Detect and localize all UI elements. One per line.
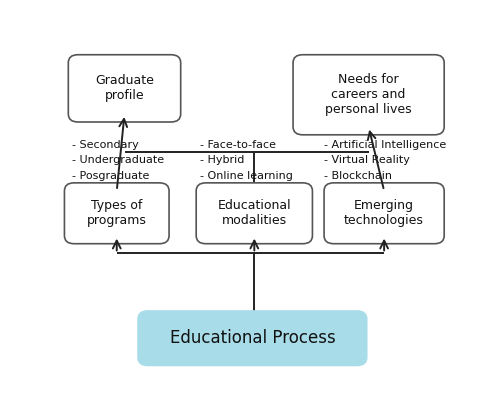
FancyBboxPatch shape — [196, 183, 312, 244]
FancyBboxPatch shape — [64, 183, 169, 244]
Text: Needs for
careers and
personal lives: Needs for careers and personal lives — [326, 73, 412, 116]
Text: Types of
programs: Types of programs — [87, 199, 146, 227]
FancyBboxPatch shape — [293, 55, 444, 135]
Text: Emerging
technologies: Emerging technologies — [344, 199, 424, 227]
Text: Educational Process: Educational Process — [170, 329, 335, 347]
FancyBboxPatch shape — [138, 311, 366, 365]
FancyBboxPatch shape — [68, 55, 180, 122]
Text: - Artificial Intelligence
- Virtual Reality
- Blockchain: - Artificial Intelligence - Virtual Real… — [324, 140, 446, 181]
Text: Graduate
profile: Graduate profile — [95, 74, 154, 102]
Text: Educational
modalities: Educational modalities — [218, 199, 291, 227]
Text: - Face-to-face
- Hybrid
- Online learning: - Face-to-face - Hybrid - Online learnin… — [200, 140, 293, 181]
Text: - Secondary
- Undergraduate
- Posgraduate: - Secondary - Undergraduate - Posgraduat… — [72, 140, 164, 181]
FancyBboxPatch shape — [324, 183, 444, 244]
